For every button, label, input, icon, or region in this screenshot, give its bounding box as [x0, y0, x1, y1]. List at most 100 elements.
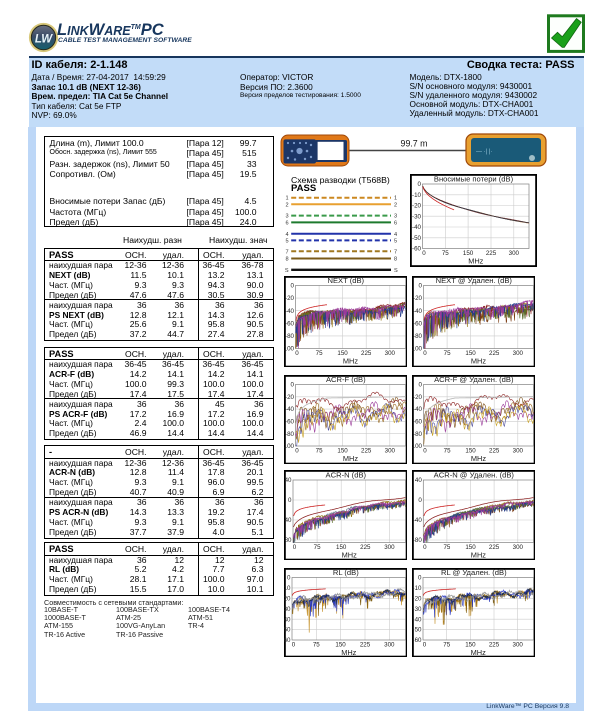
- svg-text:0: 0: [295, 350, 299, 357]
- svg-text:150: 150: [465, 544, 476, 551]
- svg-text:8: 8: [394, 257, 397, 263]
- svg-text:2: 2: [394, 202, 397, 208]
- svg-text:75: 75: [442, 250, 449, 257]
- svg-text:0: 0: [418, 381, 422, 388]
- svg-text:0: 0: [418, 283, 422, 290]
- svg-text:4: 4: [285, 232, 288, 238]
- svg-text:MHz: MHz: [470, 357, 485, 366]
- svg-text:RL @ Удален. (dB): RL @ Удален. (dB): [440, 568, 506, 577]
- svg-text:ACR-N (dB): ACR-N (dB): [326, 470, 367, 479]
- svg-text:-40: -40: [413, 308, 423, 315]
- svg-text:-20: -20: [285, 393, 295, 400]
- svg-text:225: 225: [360, 641, 371, 648]
- svg-text:-100: -100: [284, 346, 295, 353]
- svg-text:0: 0: [418, 497, 422, 504]
- svg-text:225: 225: [361, 350, 372, 357]
- svg-text:-60: -60: [284, 637, 291, 644]
- svg-text:MHz: MHz: [470, 551, 485, 560]
- svg-text:75: 75: [443, 641, 450, 648]
- svg-text:225: 225: [486, 250, 497, 257]
- svg-text:150: 150: [463, 250, 474, 257]
- svg-text:-60: -60: [413, 418, 423, 425]
- svg-text:-20: -20: [284, 595, 291, 602]
- svg-text:300: 300: [512, 350, 523, 357]
- svg-text:-20: -20: [413, 295, 423, 302]
- svg-text:150: 150: [465, 641, 476, 648]
- svg-text:8: 8: [285, 257, 288, 263]
- svg-text:-20: -20: [412, 595, 422, 602]
- svg-text:75: 75: [313, 641, 320, 648]
- svg-text:5: 5: [394, 238, 397, 244]
- svg-text:225: 225: [488, 544, 499, 551]
- svg-text:0: 0: [291, 381, 295, 388]
- svg-text:3: 3: [394, 214, 397, 220]
- svg-text:5: 5: [285, 238, 288, 244]
- svg-text:-100: -100: [412, 346, 423, 353]
- svg-text:300: 300: [512, 544, 523, 551]
- svg-text:225: 225: [489, 350, 500, 357]
- svg-text:-60: -60: [285, 320, 295, 327]
- svg-text:0: 0: [418, 574, 422, 581]
- svg-text:-100: -100: [412, 443, 423, 450]
- svg-text:150: 150: [337, 447, 348, 454]
- svg-text:RL (dB): RL (dB): [333, 568, 359, 577]
- svg-text:-80: -80: [284, 537, 292, 544]
- svg-text:0: 0: [423, 544, 427, 551]
- svg-text:0: 0: [291, 283, 295, 290]
- svg-text:225: 225: [489, 447, 500, 454]
- svg-text:0: 0: [418, 181, 422, 188]
- svg-text:-40: -40: [285, 406, 295, 413]
- svg-text:150: 150: [336, 544, 347, 551]
- svg-text:-50: -50: [284, 626, 291, 633]
- svg-text:75: 75: [316, 447, 323, 454]
- svg-text:1: 1: [394, 196, 397, 202]
- svg-text:-30: -30: [412, 213, 422, 220]
- svg-text:MHz: MHz: [341, 648, 356, 657]
- svg-text:-80: -80: [413, 333, 423, 340]
- svg-text:0: 0: [292, 641, 296, 648]
- svg-text:S: S: [285, 268, 289, 274]
- svg-text:-50: -50: [412, 626, 422, 633]
- svg-text:0: 0: [422, 641, 426, 648]
- svg-text:40: 40: [414, 477, 421, 484]
- svg-text:75: 75: [443, 350, 450, 357]
- svg-text:-80: -80: [285, 333, 295, 340]
- svg-text:MHz: MHz: [470, 454, 485, 463]
- svg-text:-40: -40: [412, 517, 422, 524]
- svg-text:ACR-N @ Удален. (dB): ACR-N @ Удален. (dB): [433, 470, 514, 479]
- svg-text:300: 300: [512, 641, 523, 648]
- svg-text:75: 75: [443, 544, 450, 551]
- svg-text:NEXT (dB): NEXT (dB): [328, 276, 365, 285]
- svg-text:-10: -10: [412, 192, 422, 199]
- svg-text:-80: -80: [413, 430, 423, 437]
- svg-text:-40: -40: [412, 616, 422, 623]
- svg-text:-50: -50: [412, 235, 422, 242]
- svg-text:-20: -20: [285, 295, 295, 302]
- svg-text:40: 40: [285, 477, 292, 484]
- svg-text:300: 300: [385, 350, 396, 357]
- svg-text:300: 300: [512, 447, 523, 454]
- svg-text:75: 75: [443, 447, 450, 454]
- svg-text:0: 0: [288, 497, 292, 504]
- svg-text:-30: -30: [412, 605, 422, 612]
- svg-text:0: 0: [422, 250, 426, 257]
- svg-text:0: 0: [287, 574, 291, 581]
- svg-text:4: 4: [394, 232, 397, 238]
- svg-text:150: 150: [335, 641, 346, 648]
- svg-text:-60: -60: [285, 418, 295, 425]
- svg-text:MHz: MHz: [342, 551, 357, 560]
- svg-text:7: 7: [285, 249, 288, 255]
- svg-text:-20: -20: [413, 393, 423, 400]
- svg-text:75: 75: [316, 350, 323, 357]
- svg-text:300: 300: [384, 544, 395, 551]
- svg-text:150: 150: [337, 350, 348, 357]
- svg-text:S: S: [394, 268, 398, 274]
- svg-text:99.7 m: 99.7 m: [401, 139, 428, 149]
- svg-text:MHz: MHz: [343, 357, 358, 366]
- svg-text:0: 0: [423, 350, 427, 357]
- svg-text:— ·| |·: — ·| |·: [476, 149, 492, 155]
- svg-text:ACR-F @ Удален. (dB): ACR-F @ Удален. (dB): [434, 375, 514, 384]
- svg-text:-60: -60: [412, 246, 422, 253]
- svg-text:MHz: MHz: [470, 648, 485, 657]
- svg-text:0: 0: [423, 447, 427, 454]
